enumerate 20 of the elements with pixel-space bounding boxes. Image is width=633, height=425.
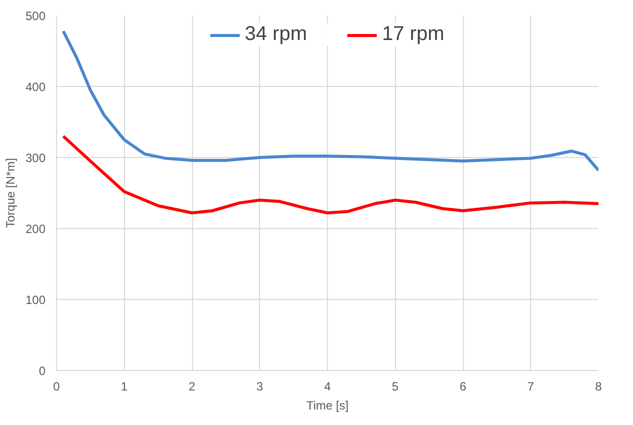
line-series	[62, 134, 598, 214]
y-tick-label: 200	[25, 222, 46, 236]
x-tick-label: 3	[256, 380, 264, 394]
x-tick-label: 7	[527, 380, 534, 394]
x-tick-label: 8	[595, 380, 602, 394]
x-tick-label: 5	[392, 380, 399, 394]
legend-label: 34 rpm	[244, 23, 307, 46]
x-tick-label: 1	[120, 380, 128, 394]
y-axis-title: Torque [N*m]	[3, 158, 18, 228]
y-tick-label: 500	[25, 9, 46, 23]
x-tick-label: 4	[324, 380, 332, 394]
x-tick-label: 2	[188, 380, 196, 394]
y-tick-label: 300	[25, 151, 46, 165]
y-tick-label: 0	[38, 364, 46, 378]
y-tick-label: 100	[25, 293, 46, 307]
x-axis-title: Time [s]	[306, 398, 349, 412]
x-tick-label: 0	[53, 380, 60, 394]
x-tick-label: 6	[460, 380, 467, 394]
y-tick-label: 400	[25, 80, 46, 94]
legend-label: 17 rpm	[382, 23, 444, 46]
